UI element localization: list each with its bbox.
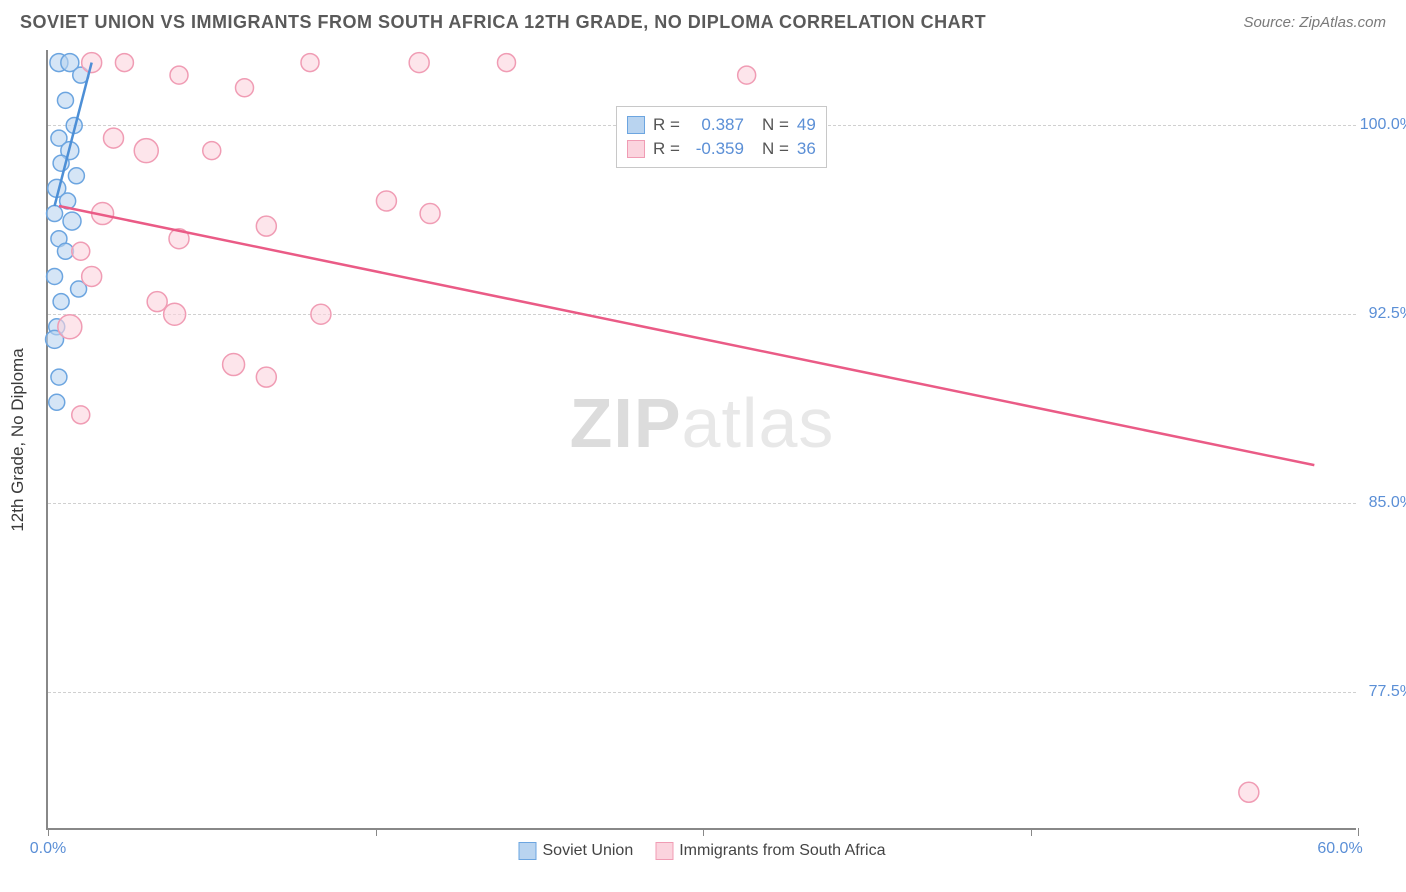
data-point <box>164 303 186 325</box>
data-point <box>104 128 124 148</box>
data-point <box>68 168 84 184</box>
legend-swatch <box>627 116 645 134</box>
bottom-legend: Soviet Union Immigrants from South Africa <box>518 842 885 860</box>
n-value: 49 <box>797 115 816 135</box>
data-point <box>58 315 82 339</box>
chart-title: SOVIET UNION VS IMMIGRANTS FROM SOUTH AF… <box>20 12 986 33</box>
n-value: 36 <box>797 139 816 159</box>
data-point <box>47 268 63 284</box>
data-point <box>51 369 67 385</box>
y-tick-label: 92.5% <box>1369 305 1406 323</box>
x-tick <box>48 828 49 836</box>
data-point <box>115 54 133 72</box>
trend-line <box>59 206 1314 465</box>
x-tick-label: 0.0% <box>30 840 66 858</box>
source-label: Source: ZipAtlas.com <box>1243 14 1386 31</box>
data-point <box>376 191 396 211</box>
legend-swatch <box>627 140 645 158</box>
y-tick-label: 85.0% <box>1369 494 1406 512</box>
data-point <box>498 54 516 72</box>
legend-stats-box: R = 0.387 N = 49 R = -0.359 N = 36 <box>616 106 827 168</box>
data-point <box>63 212 81 230</box>
data-point <box>72 242 90 260</box>
data-point <box>301 54 319 72</box>
data-point <box>72 406 90 424</box>
legend-label: Immigrants from South Africa <box>679 842 885 860</box>
r-value: -0.359 <box>688 139 744 159</box>
n-label: N = <box>762 139 789 159</box>
data-point <box>53 294 69 310</box>
x-tick <box>376 828 377 836</box>
data-point <box>57 92 73 108</box>
data-point <box>203 142 221 160</box>
data-point <box>47 206 63 222</box>
data-point <box>82 53 102 73</box>
data-point <box>311 304 331 324</box>
data-point <box>134 139 158 163</box>
data-point <box>256 367 276 387</box>
legend-stats-row: R = -0.359 N = 36 <box>627 137 816 161</box>
data-point <box>82 266 102 286</box>
x-tick <box>1358 828 1359 836</box>
legend-label: Soviet Union <box>542 842 633 860</box>
x-tick <box>1031 828 1032 836</box>
data-point <box>49 394 65 410</box>
data-point <box>256 216 276 236</box>
legend-swatch <box>518 842 536 860</box>
y-tick-label: 77.5% <box>1369 683 1406 701</box>
header: SOVIET UNION VS IMMIGRANTS FROM SOUTH AF… <box>0 0 1406 41</box>
x-tick <box>703 828 704 836</box>
bottom-legend-item: Soviet Union <box>518 842 633 860</box>
x-tick-label: 60.0% <box>1317 840 1362 858</box>
y-axis-label: 12th Grade, No Diploma <box>8 348 28 531</box>
data-point <box>409 53 429 73</box>
data-point <box>170 66 188 84</box>
data-point <box>147 292 167 312</box>
y-tick-label: 100.0% <box>1360 116 1406 134</box>
data-point <box>236 79 254 97</box>
data-point <box>223 354 245 376</box>
chart-area: ZIPatlas 77.5%85.0%92.5%100.0% R =0.387N… <box>46 50 1356 830</box>
r-label: R = <box>653 115 680 135</box>
data-point <box>420 204 440 224</box>
data-point <box>738 66 756 84</box>
r-value: 0.387 <box>688 115 744 135</box>
r-label: R = <box>653 139 680 159</box>
legend-stats-row: R = 0.387 N = 49 <box>627 113 816 137</box>
legend-swatch <box>655 842 673 860</box>
bottom-legend-item: Immigrants from South Africa <box>655 842 885 860</box>
n-label: N = <box>762 115 789 135</box>
data-point <box>1239 782 1259 802</box>
